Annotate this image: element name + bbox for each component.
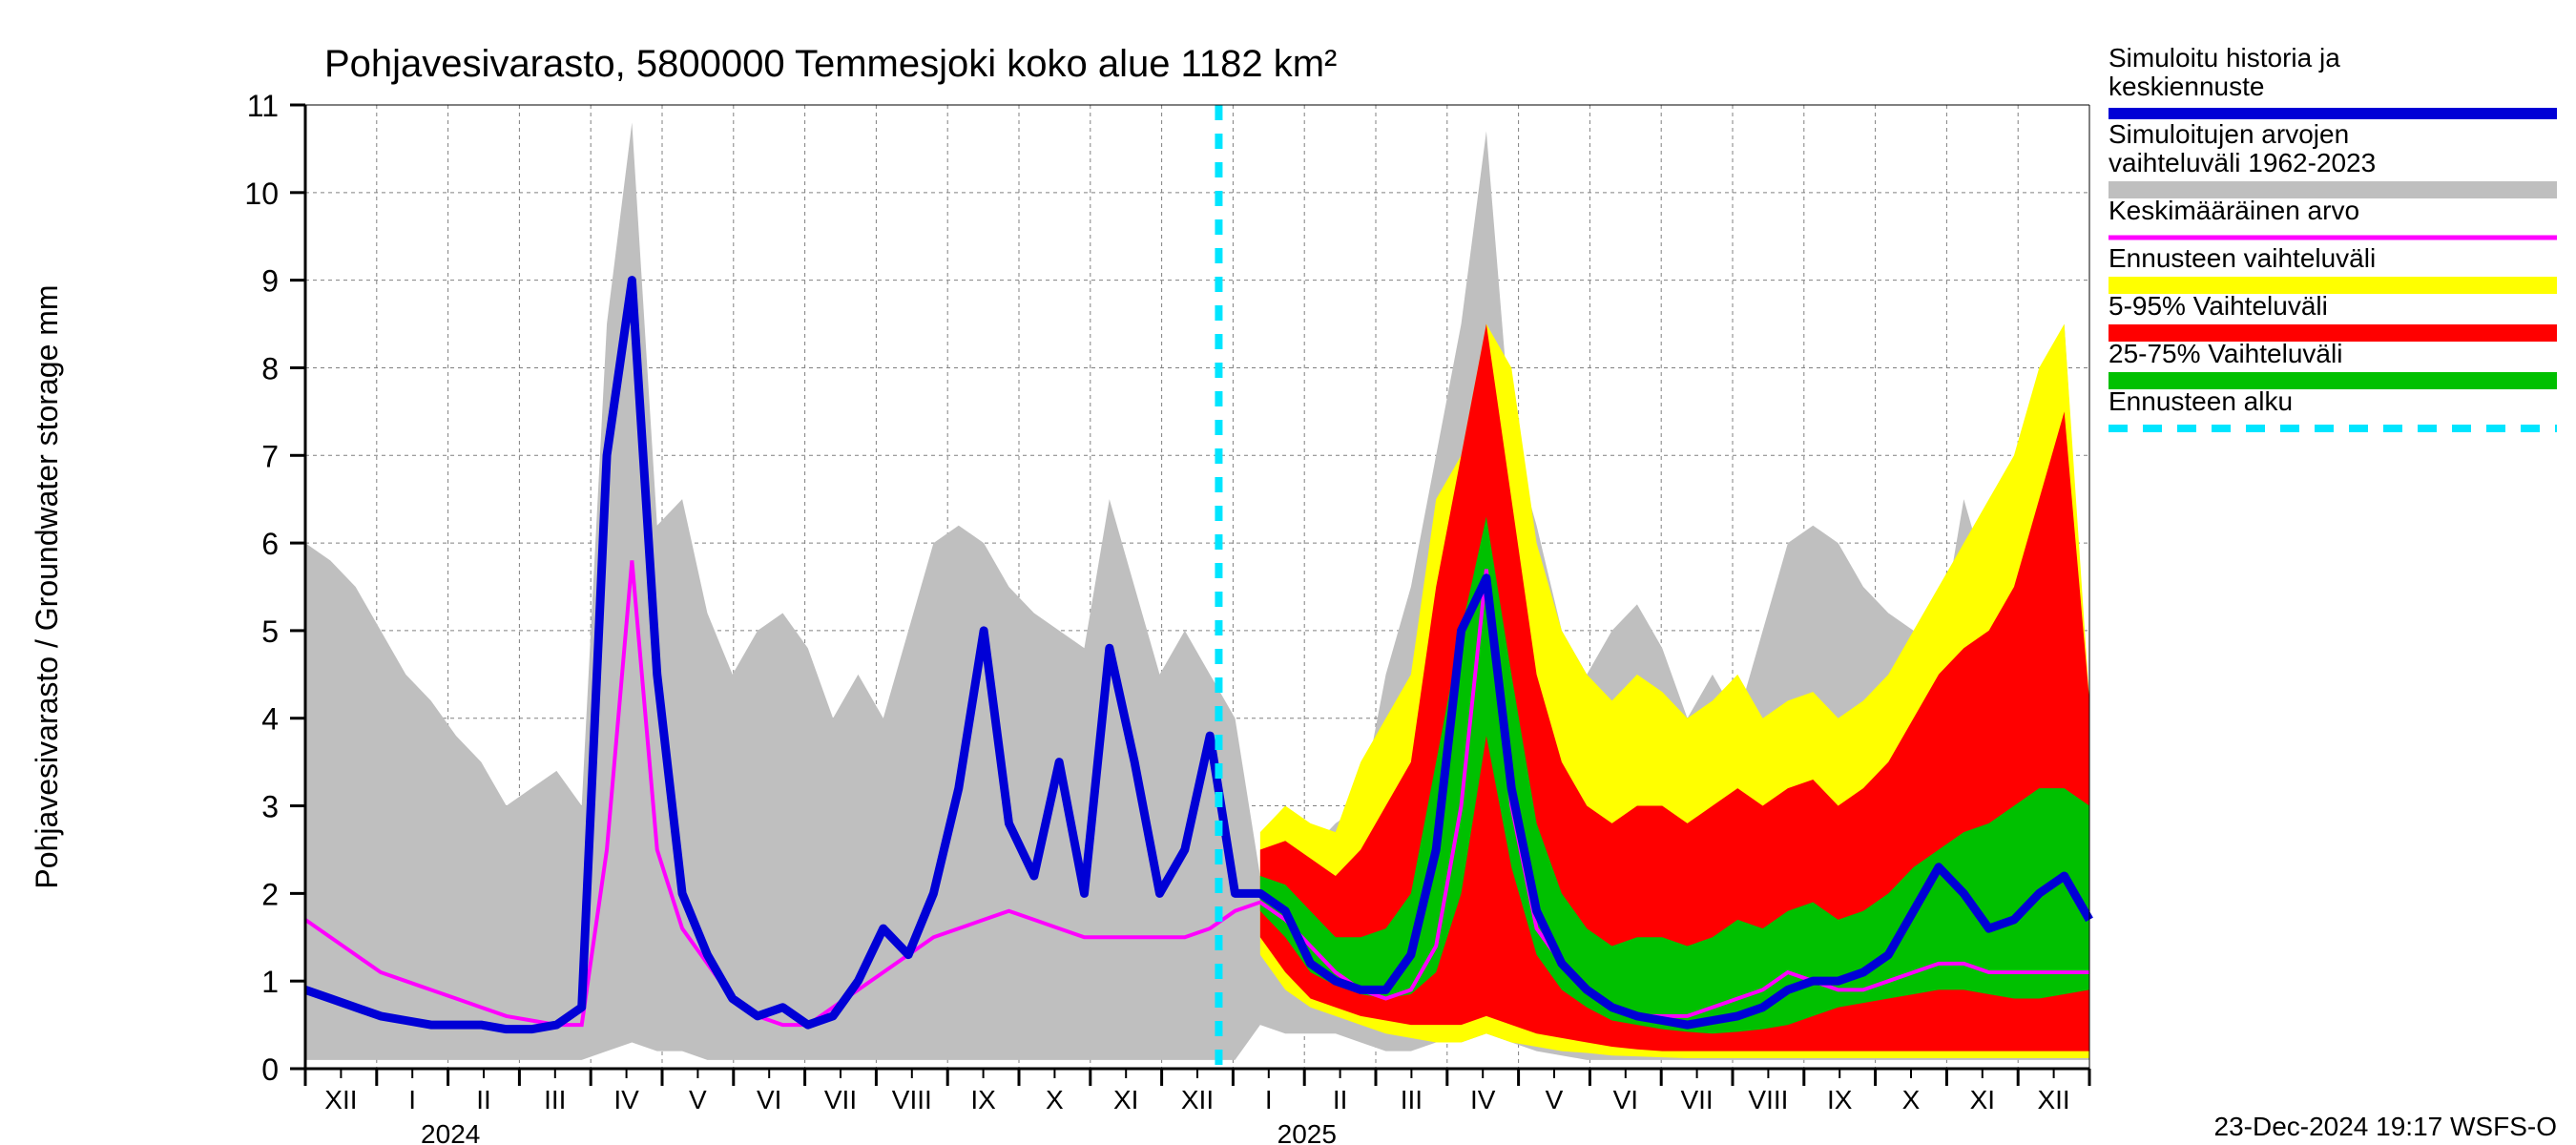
month-label: III xyxy=(544,1085,566,1114)
year-label-2025: 2025 xyxy=(1278,1119,1337,1145)
month-label: X xyxy=(1046,1085,1064,1114)
legend-swatch xyxy=(2109,236,2557,240)
legend-swatch xyxy=(2109,108,2557,119)
y-tick-label: 7 xyxy=(261,439,279,473)
legend-label: 25-75% Vaihteluväli xyxy=(2109,339,2342,368)
month-label: VIII xyxy=(892,1085,932,1114)
legend-label: Ennusteen alku xyxy=(2109,386,2293,416)
month-label: XI xyxy=(1970,1085,1995,1114)
month-label: XII xyxy=(324,1085,357,1114)
month-label: VI xyxy=(757,1085,781,1114)
y-axis-label: Pohjavesivarasto / Groundwater storage m… xyxy=(30,284,64,888)
year-label-2024: 2024 xyxy=(421,1119,480,1145)
month-label: II xyxy=(476,1085,491,1114)
month-label: XI xyxy=(1113,1085,1138,1114)
y-tick-label: 10 xyxy=(244,177,279,211)
month-label: II xyxy=(1333,1085,1348,1114)
legend-label: Keskimääräinen arvo xyxy=(2109,196,2359,225)
month-label: XII xyxy=(1181,1085,1214,1114)
legend-label: 5-95% Vaihteluväli xyxy=(2109,291,2328,321)
month-label: IX xyxy=(970,1085,996,1114)
legend-label: Simuloitu historia ja xyxy=(2109,43,2340,73)
y-tick-label: 9 xyxy=(261,264,279,299)
y-tick-label: 0 xyxy=(261,1052,279,1087)
y-tick-label: 8 xyxy=(261,351,279,385)
legend-label: Simuloitujen arvojen xyxy=(2109,119,2349,149)
month-label: IV xyxy=(613,1085,639,1114)
y-tick-label: 11 xyxy=(247,89,279,123)
month-label: VII xyxy=(1680,1085,1713,1114)
month-label: VII xyxy=(824,1085,857,1114)
month-label: III xyxy=(1401,1085,1423,1114)
footer-timestamp: 23-Dec-2024 19:17 WSFS-O xyxy=(2214,1112,2558,1141)
chart-title: Pohjavesivarasto, 5800000 Temmesjoki kok… xyxy=(324,43,1337,85)
month-label: I xyxy=(1265,1085,1273,1114)
month-label: VI xyxy=(1613,1085,1638,1114)
month-label: X xyxy=(1902,1085,1921,1114)
chart-svg: 01234567891011XIIIIIIIIIVVVIVIIVIIIIXXXI… xyxy=(0,0,2576,1145)
month-label: V xyxy=(689,1085,707,1114)
legend-label: keskiennuste xyxy=(2109,72,2264,101)
month-label: IV xyxy=(1470,1085,1496,1114)
month-label: VIII xyxy=(1748,1085,1788,1114)
legend-label: Ennusteen vaihteluväli xyxy=(2109,243,2376,273)
chart-container: 01234567891011XIIIIIIIIIVVVIVIIVIIIIXXXI… xyxy=(0,0,2576,1145)
y-tick-label: 5 xyxy=(261,614,279,649)
month-label: V xyxy=(1546,1085,1564,1114)
month-label: I xyxy=(408,1085,416,1114)
y-tick-label: 4 xyxy=(261,702,279,737)
legend-label: vaihteluväli 1962-2023 xyxy=(2109,148,2376,177)
y-tick-label: 2 xyxy=(261,877,279,911)
y-tick-label: 3 xyxy=(261,790,279,824)
y-tick-label: 1 xyxy=(261,965,279,999)
y-tick-label: 6 xyxy=(261,527,279,561)
month-label: XII xyxy=(2037,1085,2069,1114)
month-label: IX xyxy=(1827,1085,1853,1114)
